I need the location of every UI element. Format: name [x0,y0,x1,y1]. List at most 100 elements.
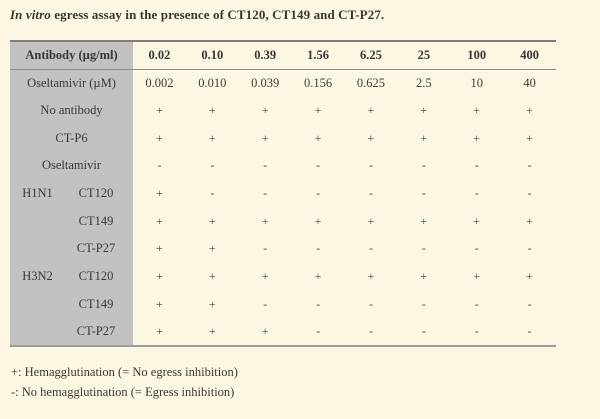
assay-result-cell: - [316,241,321,256]
assay-result-cell: - [368,186,373,201]
concentration-cell: 0.625 [356,75,385,90]
assay-result-cell: + [526,130,533,145]
row-label: CT-P27 [76,324,116,339]
row-label: CT-P27 [76,241,116,256]
assay-result-cell: + [420,103,428,118]
assay-result-cell: + [314,103,322,118]
assay-result-cell: + [420,130,428,145]
assay-result-cell: + [156,130,163,145]
assay-result-cell: - [474,186,479,201]
row-label: CT149 [78,296,114,311]
header-label-cell: Antibody (µg/ml) [10,41,133,69]
table-row: No antibody + + + + + + + + [10,96,556,125]
row-label: CT120 [78,186,114,201]
assay-result-cell: - [368,241,373,256]
row-label-cell: CT149 [10,290,133,319]
row-label-layout: No antibody [10,103,133,118]
assay-result-cell: + [208,130,216,145]
row-label-cell: CT-P27 [10,235,133,263]
row-label-cell: H3N2 CT120 [10,262,133,291]
header-concentration-cell: 6.25 [360,47,382,62]
assay-result-cell: + [261,269,269,284]
assay-result-cell: + [314,269,322,284]
assay-result-cell: + [420,269,428,284]
assay-result-cell: - [527,158,532,173]
assay-result-cell: - [474,296,479,311]
assay-result-cell: + [420,213,428,228]
assay-result-cell: + [367,130,375,145]
assay-result-cell: - [421,241,426,256]
assay-result-cell: + [261,103,269,118]
row-label-layout: CT-P27 [10,324,133,339]
assay-result-cell: + [367,269,375,284]
assay-result-cell: - [527,324,532,339]
concentration-cell: 0.010 [198,75,227,90]
table-row: CT149 + + + + + + + + [10,207,556,236]
assay-result-cell: + [473,269,481,284]
row-label: Oseltamivir [41,158,101,173]
table-row: Oseltamivir (µM) 0.002 0.010 0.039 0.156 0.62… [10,69,556,97]
figure-title-rest: egress assay in the presence of CT120, C… [50,7,385,22]
header-concentration-cell: 100 [467,47,487,62]
assay-result-cell: + [367,103,375,118]
assay-result-cell: + [156,296,163,311]
table-row: CT149 + + - - - - - - [10,290,556,319]
legend-line-plus: +: Hemagglutination (= No egress inhibit… [11,365,238,379]
header-concentration-cell: 1.56 [307,47,329,62]
assay-result-cell: + [156,213,163,228]
assay-result-cell: + [314,213,322,228]
header-concentration-cell: 400 [520,47,539,62]
table-row: H1N1 CT120 + - - - - - - - [10,179,556,208]
assay-result-cell: - [316,186,321,201]
row-label-layout: CT149 [10,297,133,312]
row-label-cell: CT-P6 [10,124,133,153]
assay-result-cell: - [263,241,268,256]
assay-result-cell: - [263,186,268,201]
assay-result-cell: - [474,324,479,339]
assay-result-cell: + [156,269,163,284]
row-label: CT120 [78,269,114,284]
concentration-cell: 0.002 [145,75,174,90]
row-label-cell: CT-P27 [10,318,133,346]
assay-result-cell: + [526,269,533,284]
assay-result-cell: + [473,103,481,118]
assay-result-cell: - [316,158,321,173]
row-label-layout: CT149 [10,214,133,229]
assay-result-cell: + [261,324,269,339]
header-concentration-cell: 0.10 [201,47,224,62]
assay-result-cell: - [210,186,215,201]
assay-result-cell: + [314,130,322,145]
row-label-layout: CT-P6 [10,131,133,146]
assay-result-cell: + [526,103,533,118]
header-concentration-cell: 0.39 [254,47,277,62]
table-row: Oseltamivir - - - - - - - - [10,152,556,180]
legend: +: Hemagglutination (= No egress inhibit… [11,362,238,402]
assay-result-cell: - [421,186,426,201]
row-label-layout: Oseltamivir (µM) [10,76,133,91]
concentration-cell: 40 [523,75,536,90]
assay-result-cell: + [156,324,163,339]
assay-result-cell: + [367,213,375,228]
assay-result-cell: + [261,130,269,145]
header-concentration-cell: 25 [417,47,431,62]
assay-result-cell: - [263,158,268,173]
table-row: CT-P27 + + + - - - - - [10,318,556,346]
assay-result-cell: - [368,324,373,339]
assay-result-cell: + [156,186,163,201]
legend-line-minus: -: No hemagglutination (= Egress inhibit… [11,385,235,399]
assay-result-cell: - [210,158,215,173]
assay-result-cell: + [156,241,163,256]
figure-title: In vitro egress assay in the presence of… [10,7,384,23]
assay-result-cell: + [526,213,533,228]
assay-result-cell: - [263,296,268,311]
assay-result-cell: - [421,324,426,339]
row-label: No antibody [40,103,103,118]
header-concentration-cell: 0.02 [148,47,171,62]
assay-result-cell: - [527,186,532,201]
assay-result-cell: + [208,241,216,256]
assay-result-cell: - [527,296,532,311]
row-label-cell: No antibody [10,96,133,125]
table-row: H3N2 CT120 + + + + + + + + [10,262,556,291]
virus-group-label: H1N1 [22,186,53,201]
assay-result-cell: + [208,213,216,228]
